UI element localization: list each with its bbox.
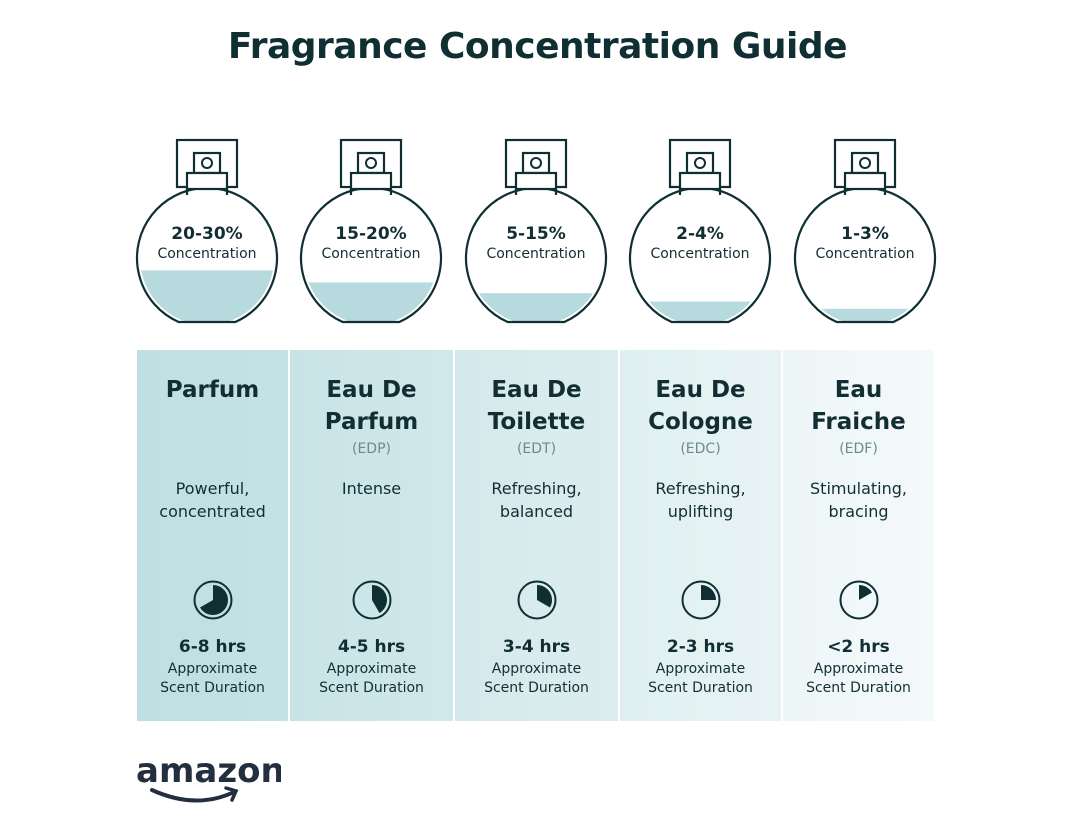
- perfume-bottle: 15-20% Concentration: [297, 138, 457, 333]
- fragrance-description: Stimulating, bracing: [810, 479, 907, 521]
- bottle-liquid: [477, 293, 595, 322]
- concentration-percent: 2-4%: [676, 224, 724, 244]
- concentration-label: Concentration: [650, 246, 750, 262]
- fragrance-type-name: Eau De Cologne: [648, 377, 753, 435]
- clock-icon: [352, 580, 391, 620]
- scent-duration-label: Approximate Scent Duration: [319, 661, 424, 696]
- page-title: Fragrance Concentration Guide: [227, 26, 848, 67]
- fragrance-description: Refreshing, balanced: [491, 479, 582, 521]
- fragrance-type-column: Eau De Parfum (EDP) Intense 4-5 hrs Appro…: [290, 350, 453, 721]
- concentration-percent: 1-3%: [841, 224, 889, 244]
- fragrance-abbreviation: (EDC): [680, 441, 721, 457]
- scent-duration-hours: 3-4 hrs: [502, 637, 571, 657]
- concentration-percent: 20-30%: [171, 224, 243, 244]
- scent-duration-hours: 2-3 hrs: [666, 637, 735, 657]
- perfume-bottle: 2-4% Concentration: [626, 138, 786, 333]
- fragrance-type-column: Eau De Cologne (EDC) Refreshing, uplifting…: [620, 350, 781, 721]
- concentration-percent: 15-20%: [335, 224, 407, 244]
- scent-duration-label: Approximate Scent Duration: [160, 661, 265, 696]
- fragrance-type-column: Parfum Powerful, concentrated 6-8 hrs App…: [137, 350, 288, 721]
- bottle-liquid: [818, 308, 912, 322]
- scent-duration-label: Approximate Scent Duration: [648, 661, 753, 696]
- clock-icon: [517, 580, 556, 620]
- perfume-bottle: 20-30% Concentration: [133, 138, 293, 333]
- fragrance-type-name: Parfum: [165, 377, 260, 403]
- concentration-label: Concentration: [157, 246, 257, 262]
- fragrance-description: Refreshing, uplifting: [655, 479, 746, 521]
- fragrance-description: Powerful, concentrated: [159, 479, 266, 521]
- fragrance-type-column: Eau De Toilette (EDT) Refreshing, balanced…: [455, 350, 618, 721]
- perfume-bottle: 5-15% Concentration: [462, 138, 622, 333]
- fragrance-type-name: Eau Fraiche: [811, 377, 906, 435]
- svg-text:amazon: amazon: [136, 751, 281, 791]
- clock-icon: [839, 580, 878, 620]
- clock-icon: [193, 580, 232, 620]
- scent-duration-hours: 6-8 hrs: [178, 637, 247, 657]
- scent-duration-label: Approximate Scent Duration: [484, 661, 589, 696]
- fragrance-abbreviation: (EDT): [516, 441, 557, 457]
- fragrance-type-column: Eau Fraiche (EDF) Stimulating, bracing <2 …: [783, 350, 934, 721]
- bottle-liquid: [647, 301, 753, 322]
- fragrance-type-name: Eau De Toilette: [487, 377, 586, 435]
- fragrance-abbreviation: (EDP): [352, 441, 391, 457]
- fragrance-description: Intense: [341, 479, 402, 498]
- clock-icon: [681, 580, 720, 620]
- scent-duration-hours: <2 hrs: [827, 637, 890, 657]
- scent-duration-hours: 4-5 hrs: [337, 637, 406, 657]
- bottle-liquid: [307, 282, 435, 322]
- scent-duration-label: Approximate Scent Duration: [806, 661, 911, 696]
- concentration-label: Concentration: [815, 246, 915, 262]
- concentration-percent: 5-15%: [506, 224, 566, 244]
- fragrance-abbreviation: (EDF): [839, 441, 878, 457]
- perfume-bottle: 1-3% Concentration: [791, 138, 951, 333]
- concentration-label: Concentration: [486, 246, 586, 262]
- concentration-label: Concentration: [321, 246, 421, 262]
- fragrance-type-name: Eau De Parfum: [324, 377, 419, 435]
- bottle-liquid: [140, 270, 274, 322]
- amazon-logo: amazon: [136, 750, 285, 809]
